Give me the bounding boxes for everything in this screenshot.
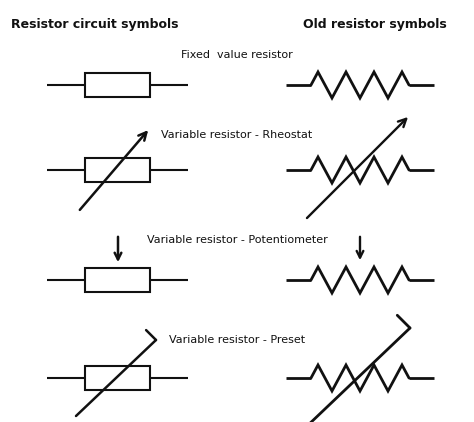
- Bar: [85, 366, 151, 390]
- Text: Fixed  value resistor: Fixed value resistor: [181, 50, 293, 60]
- Text: Variable resistor - Potentiometer: Variable resistor - Potentiometer: [146, 235, 328, 245]
- Text: Old resistor symbols: Old resistor symbols: [303, 18, 447, 31]
- Text: Variable resistor - Preset: Variable resistor - Preset: [169, 335, 305, 345]
- Text: Variable resistor - Rheostat: Variable resistor - Rheostat: [161, 130, 313, 140]
- Bar: [85, 158, 151, 182]
- Bar: [85, 73, 151, 97]
- Text: Resistor circuit symbols: Resistor circuit symbols: [11, 18, 179, 31]
- Bar: [85, 268, 151, 292]
